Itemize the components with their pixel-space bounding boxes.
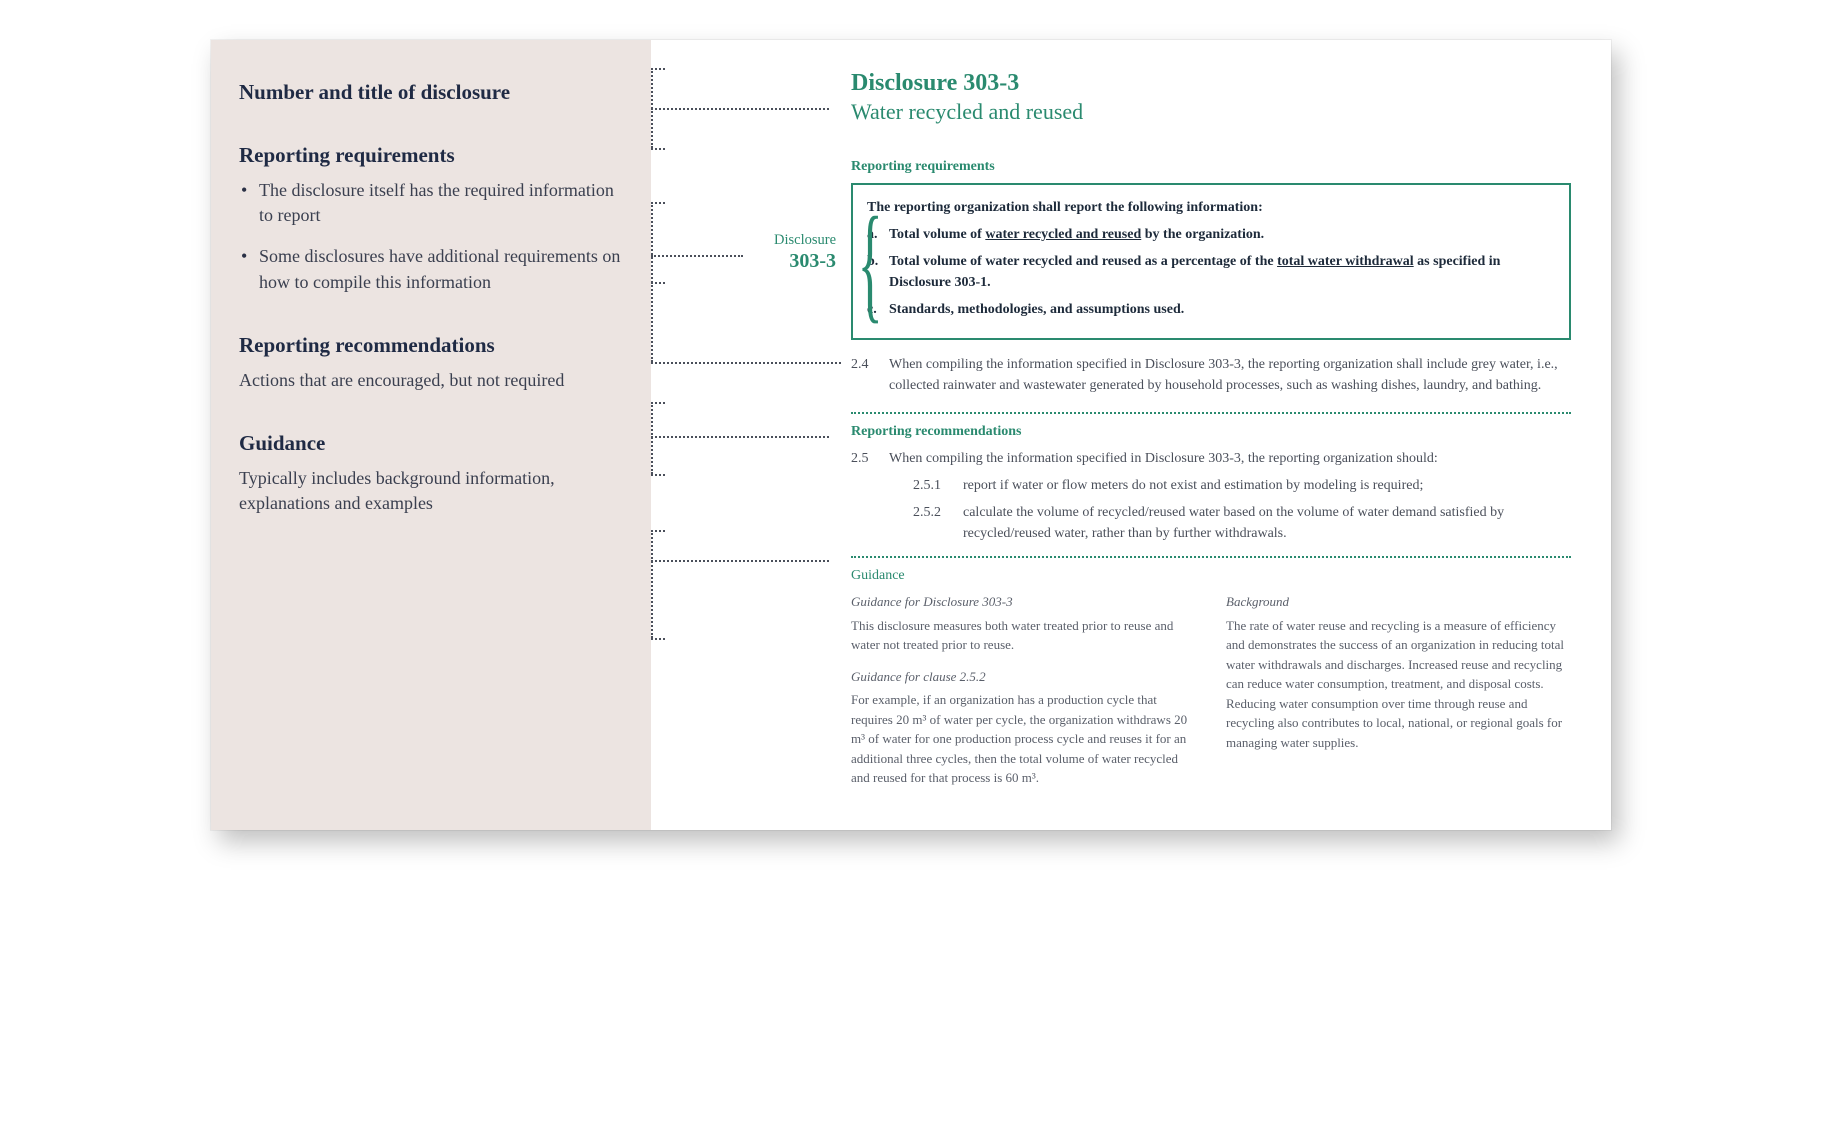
- connector-tick: [651, 474, 665, 476]
- guidance-col-right: Background The rate of water reuse and r…: [1226, 592, 1571, 800]
- disclosure-side-code: Disclosure 303-3: [761, 232, 836, 273]
- req-item-text: Standards, methodologies, and assumption…: [889, 299, 1555, 320]
- left-heading-requirements: Reporting requirements: [239, 143, 621, 168]
- connector-tick: [651, 282, 665, 284]
- connector-line-1: [651, 108, 829, 110]
- guidance-label: Guidance: [851, 568, 1571, 584]
- left-section-guidance: Guidance Typically includes background i…: [239, 431, 621, 516]
- left-section-recommendations: Reporting recommendations Actions that a…: [239, 333, 621, 393]
- left-requirements-list: The disclosure itself has the required i…: [239, 178, 621, 295]
- left-annotation-column: Number and title of disclosure Reporting…: [211, 40, 651, 830]
- guidance-heading-bg: Background: [1226, 592, 1571, 612]
- left-section-requirements: Reporting requirements The disclosure it…: [239, 143, 621, 295]
- left-req-bullet-1: The disclosure itself has the required i…: [239, 178, 621, 228]
- connector-tick: [651, 202, 665, 204]
- req-item-a: a. Total volume of water recycled and re…: [867, 224, 1555, 245]
- left-section-title: Number and title of disclosure: [239, 80, 621, 105]
- disclosure-title-block: Disclosure 303-3 Water recycled and reus…: [851, 70, 1571, 125]
- left-heading-guidance: Guidance: [239, 431, 621, 456]
- subclause-body: calculate the volume of recycled/reused …: [963, 502, 1571, 544]
- subclause-2-5-2: 2.5.2 calculate the volume of recycled/r…: [913, 502, 1571, 544]
- guidance-para-1: This disclosure measures both water trea…: [851, 616, 1196, 655]
- guidance-para-2: For example, if an organization has a pr…: [851, 690, 1196, 788]
- left-recommendations-body: Actions that are encouraged, but not req…: [239, 368, 621, 393]
- subclause-number: 2.5.2: [913, 502, 963, 544]
- clause-2-4: 2.4 When compiling the information speci…: [851, 354, 1571, 396]
- req-item-text: Total volume of water recycled and reuse…: [889, 224, 1555, 245]
- connector-bracket-3: [651, 402, 653, 474]
- left-heading-recommendations: Reporting recommendations: [239, 333, 621, 358]
- connector-bracket-4: [651, 530, 653, 638]
- connector-tick: [651, 362, 665, 364]
- clause-number: 2.5: [851, 448, 889, 544]
- divider-1: [851, 412, 1571, 414]
- req-item-text: Total volume of water recycled and reuse…: [889, 251, 1555, 293]
- requirements-box: The reporting organization shall report …: [851, 183, 1571, 340]
- subclause-body: report if water or flow meters do not ex…: [963, 475, 1571, 496]
- recommendations-label: Reporting recommendations: [851, 424, 1571, 440]
- left-heading-title: Number and title of disclosure: [239, 80, 621, 105]
- guidance-para-bg: The rate of water reuse and recycling is…: [1226, 616, 1571, 753]
- side-code-number: 303-3: [761, 249, 836, 273]
- subclause-2-5-1: 2.5.1 report if water or flow meters do …: [913, 475, 1571, 496]
- guidance-heading-2: Guidance for clause 2.5.2: [851, 667, 1196, 687]
- requirements-label: Reporting requirements: [851, 159, 1571, 175]
- disclosure-subtitle: Water recycled and reused: [851, 99, 1571, 125]
- page: Number and title of disclosure Reporting…: [211, 40, 1611, 830]
- connector-tick: [651, 148, 665, 150]
- requirements-intro: The reporting organization shall report …: [867, 197, 1555, 218]
- requirements-items: a. Total volume of water recycled and re…: [867, 224, 1555, 320]
- connector-line-3: [651, 362, 841, 364]
- left-req-bullet-2: Some disclosures have additional require…: [239, 244, 621, 294]
- subclause-number: 2.5.1: [913, 475, 963, 496]
- side-code-label: Disclosure: [761, 232, 836, 249]
- clause-number: 2.4: [851, 354, 889, 396]
- guidance-col-left: Guidance for Disclosure 303-3 This discl…: [851, 592, 1196, 800]
- guidance-heading-1: Guidance for Disclosure 303-3: [851, 592, 1196, 612]
- right-document-column: Disclosure 303-3 Water recycled and reus…: [651, 40, 1611, 830]
- clause-2-5: 2.5 When compiling the information speci…: [851, 448, 1571, 544]
- connector-line-4: [651, 436, 829, 438]
- connector-line-2: [651, 255, 743, 257]
- clause-body: When compiling the information specified…: [889, 448, 1571, 544]
- connector-tick: [651, 638, 665, 640]
- req-item-c: c. Standards, methodologies, and assumpt…: [867, 299, 1555, 320]
- disclosure-number: Disclosure 303-3: [851, 70, 1571, 97]
- brace-icon: {: [858, 198, 883, 328]
- connector-tick: [651, 68, 665, 70]
- divider-2: [851, 556, 1571, 558]
- connector-tick: [651, 530, 665, 532]
- connector-line-5: [651, 560, 829, 562]
- req-item-b: b. Total volume of water recycled and re…: [867, 251, 1555, 293]
- clause-body: When compiling the information specified…: [889, 354, 1571, 396]
- connector-tick: [651, 402, 665, 404]
- left-guidance-body: Typically includes background informatio…: [239, 466, 621, 516]
- guidance-block: Guidance for Disclosure 303-3 This discl…: [851, 592, 1571, 800]
